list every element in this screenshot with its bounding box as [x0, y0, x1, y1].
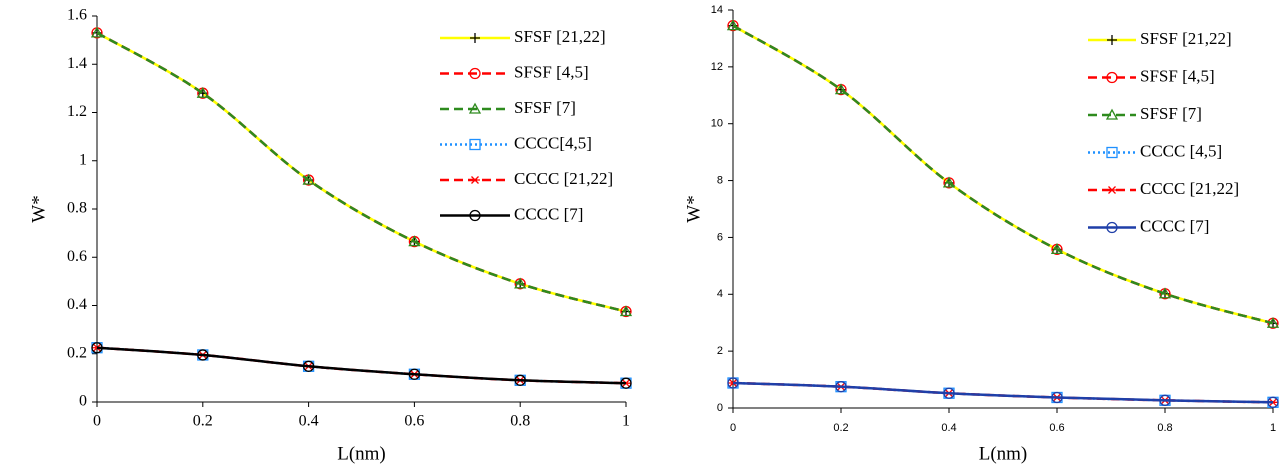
- marker: [619, 305, 633, 317]
- x-tick-label: 0.8: [510, 413, 530, 430]
- legend-label: CCCC [7]: [514, 204, 583, 223]
- y-tick-label: 1.6: [67, 7, 87, 24]
- marker: [408, 368, 421, 380]
- series-line: [732, 381, 1274, 404]
- x-tick-label: 0.2: [193, 413, 213, 430]
- y-tick-label: 1: [79, 151, 87, 168]
- legend-label: CCCC[4,5]: [514, 133, 592, 152]
- x-tick-label: 0.8: [1157, 422, 1172, 434]
- marker: [90, 26, 104, 38]
- series-line: [96, 346, 627, 385]
- marker: [197, 349, 209, 361]
- y-tick-label: 0.4: [67, 296, 87, 313]
- marker: [942, 176, 956, 188]
- marker: [514, 374, 526, 386]
- y-tick-label: 4: [717, 288, 723, 300]
- x-tick-label: 0: [93, 413, 101, 430]
- marker: [469, 138, 481, 151]
- marker: [1107, 35, 1117, 45]
- marker: [302, 173, 315, 185]
- marker: [470, 176, 480, 184]
- marker: [1051, 391, 1063, 404]
- marker: [1267, 396, 1279, 408]
- marker: [1158, 287, 1172, 299]
- legend-label: CCCC [7]: [1140, 216, 1209, 235]
- y-tick-label: 2: [717, 345, 723, 357]
- marker: [1105, 108, 1119, 120]
- marker: [1106, 221, 1118, 234]
- marker: [726, 19, 740, 31]
- marker: [468, 102, 482, 114]
- x-tick-label: 0.4: [941, 422, 956, 434]
- x-tick-label: 1: [622, 413, 630, 430]
- x-tick-label: 0: [730, 422, 736, 434]
- y-tick-label: 12: [711, 61, 723, 73]
- x-tick-label: 1: [1270, 422, 1276, 434]
- y-tick-label: 0.8: [67, 200, 87, 217]
- x-tick-label: 0.4: [299, 413, 319, 430]
- marker: [1107, 186, 1117, 194]
- legend-label: CCCC [21,22]: [1140, 179, 1239, 198]
- legend-label: CCCC [21,22]: [514, 169, 613, 188]
- y-tick-label: 1.2: [67, 103, 87, 120]
- marker: [1106, 146, 1118, 159]
- y-tick-label: 8: [717, 174, 723, 186]
- chart-right: 0 2 4 6 8 10 12 14 0 0.2 0.4 0.6 0.8 1 L(nm) W* SFSF [21…: [683, 4, 1280, 464]
- y-tick-label: 6: [717, 231, 723, 243]
- x-axis-title: L(nm): [979, 443, 1028, 464]
- legend-label: SFSF [7]: [514, 98, 576, 117]
- y-tick-label: 0: [717, 402, 723, 414]
- y-tick-label: 1.4: [67, 55, 87, 72]
- chart-left: 0 0.2 0.4 0.6 0.8 1 1.2 1.4 1.6 0 0.2 0.4 0.6 0.8 1 L(n…: [28, 7, 633, 464]
- series-line: [96, 31, 627, 313]
- marker: [408, 235, 421, 247]
- x-tick-label: 0.2: [833, 422, 848, 434]
- legend-label: SFSF [4,5]: [514, 62, 589, 81]
- y-axis-title: W*: [28, 195, 49, 222]
- legend-label: SFSF [4,5]: [1140, 66, 1215, 85]
- marker: [620, 377, 632, 389]
- legend-label: SFSF [21,22]: [1140, 29, 1232, 48]
- marker: [943, 387, 955, 399]
- marker: [302, 360, 315, 372]
- marker: [1106, 71, 1118, 84]
- marker: [91, 342, 103, 354]
- marker: [727, 377, 739, 389]
- marker: [835, 381, 847, 393]
- marker: [470, 33, 480, 43]
- marker: [196, 86, 209, 98]
- legend-label: SFSF [7]: [1140, 104, 1202, 123]
- legend-label: SFSF [21,22]: [514, 27, 606, 46]
- marker: [469, 67, 481, 80]
- marker: [834, 83, 848, 95]
- y-tick-label: 10: [711, 118, 723, 130]
- y-axis-title: W*: [683, 195, 704, 222]
- marker: [1159, 394, 1171, 406]
- y-tick-label: 14: [711, 4, 723, 16]
- marker: [1266, 316, 1280, 328]
- x-tick-label: 0.6: [1049, 422, 1064, 434]
- y-tick-label: 0.2: [67, 344, 87, 361]
- marker: [514, 277, 527, 289]
- y-tick-label: 0: [79, 393, 87, 410]
- x-axis-title: L(nm): [337, 443, 386, 464]
- x-tick-label: 0.6: [404, 413, 424, 430]
- marker: [1050, 243, 1064, 255]
- marker: [469, 209, 481, 222]
- legend-label: CCCC [4,5]: [1140, 141, 1222, 160]
- y-tick-label: 0.6: [67, 248, 87, 265]
- series-line: [732, 24, 1274, 325]
